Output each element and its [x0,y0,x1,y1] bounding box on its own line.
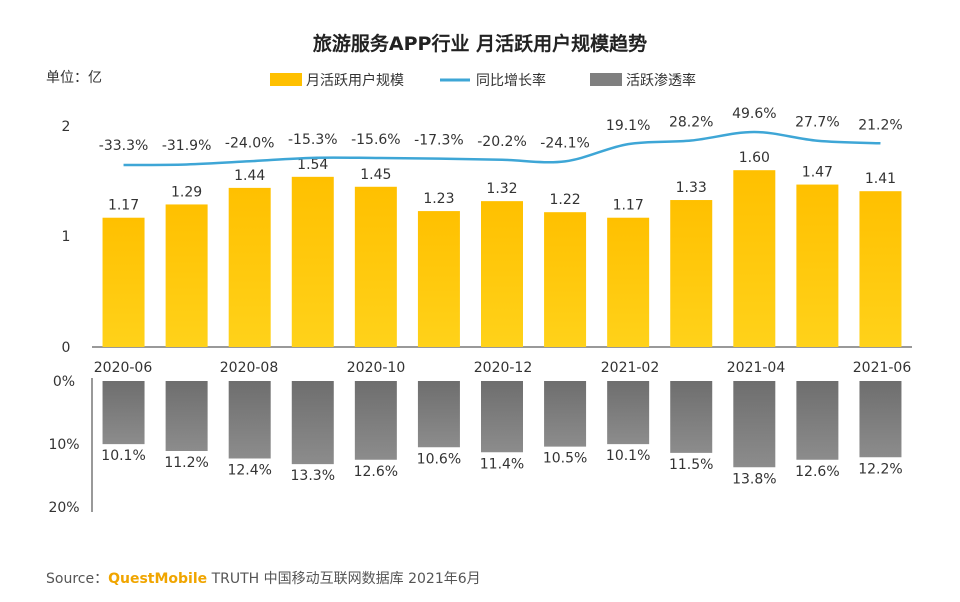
penetration-bar [228,381,271,459]
mau-bar [291,176,334,347]
mau-bar-label: 1.29 [171,184,202,200]
source-rest: TRUTH 中国移动互联网数据库 2021年6月 [207,571,481,587]
mau-bar-label: 1.54 [297,157,328,173]
penetration-bar-label: 12.4% [227,463,271,479]
mau-bar-label: 1.44 [234,168,265,184]
penetration-bar-series: 10.1% 11.2% 12.4% 13.3% 12.6% 10.6% 11.4% 10.5%… [101,381,903,487]
x-tick-label: 2020-10 [347,360,406,376]
mau-bar [481,201,523,347]
growth-point-label: 21.2% [858,117,902,133]
legend-pen-swatch [590,73,622,86]
x-tick-label: 2020-08 [220,360,279,376]
mau-bar-label: 1.41 [865,171,896,187]
mau-bar [544,212,587,347]
x-tick-label: 2021-04 [727,360,786,376]
mau-bar [354,186,397,347]
mau-bar [859,191,902,347]
x-tick-label: 2020-12 [474,360,533,376]
penetration-bar [733,381,776,468]
mau-bar-label: 1.22 [549,192,580,208]
mau-bar-label: 1.17 [108,198,139,214]
growth-point-label: 19.1% [606,118,650,134]
penetration-bar [607,381,650,445]
y-tick-lower-10: 10% [48,437,79,453]
penetration-bar [354,381,397,460]
source-brand: QuestMobile [108,571,207,587]
mau-bar-label: 1.33 [676,180,707,196]
penetration-bar [796,381,839,460]
penetration-bar [544,381,587,447]
mau-bar [796,184,839,347]
mau-bar [228,187,271,347]
growth-point-label: -20.2% [477,134,527,150]
growth-line [123,130,881,167]
legend: 月活跃用户规模 同比增长率 活跃渗透率 [270,72,696,89]
penetration-bar [102,381,145,445]
legend-penetration: 活跃渗透率 [626,72,696,89]
y-tick-upper-0: 0 [62,340,71,356]
penetration-bar [291,381,334,465]
penetration-bar [670,381,713,453]
mau-bar [417,211,460,347]
growth-point-label: -24.0% [225,135,275,151]
growth-point-label: 28.2% [669,115,713,131]
source-prefix: Source： [46,571,108,587]
growth-point-label: -15.3% [288,132,338,148]
penetration-bar-label: 13.8% [732,471,776,487]
mau-bar-label: 1.17 [613,198,644,214]
legend-mau-swatch [270,73,302,86]
mau-bar-label: 1.45 [360,167,391,183]
y-tick-lower-0: 0% [53,374,75,390]
mau-bar [102,217,145,347]
mau-bar-series: 1.17 1.29 1.44 1.54 1.45 1.23 1.32 1.22 1.17 1.33… [102,150,902,347]
x-tick-label: 2021-02 [601,360,660,376]
mau-bar-label: 1.32 [486,181,517,197]
legend-mau: 月活跃用户规模 [306,72,404,89]
mau-bar [733,170,776,347]
penetration-bar-label: 11.4% [480,456,524,472]
growth-point-label: -31.9% [162,138,212,154]
y-tick-upper-1: 1 [62,229,71,245]
penetration-bar-label: 10.6% [417,451,461,467]
growth-point-label: 49.6% [732,106,776,122]
growth-point-label: 27.7% [795,115,839,131]
penetration-bar-label: 12.2% [858,461,902,477]
growth-point-label: -15.6% [351,132,401,148]
penetration-bar-label: 11.2% [164,455,208,471]
chart-title: 旅游服务APP行业 月活跃用户规模趋势 [313,32,647,55]
penetration-bar-label: 11.5% [669,457,713,473]
growth-point-label: -17.3% [414,133,464,149]
mau-bar [607,217,650,347]
growth-point-label: -33.3% [99,138,149,154]
penetration-bar [481,381,523,453]
y-tick-upper-2: 2 [62,119,71,135]
unit-label: 单位：亿 [46,70,102,86]
growth-line-series: -33.3% -31.9% -24.0% -15.3% -15.6% -17.3% -20.… [99,106,903,167]
penetration-bar-label: 13.3% [291,468,335,484]
mau-bar-label: 1.47 [802,165,833,181]
penetration-bar-label: 12.6% [795,464,839,480]
mau-bar [670,200,713,347]
penetration-bar [165,381,208,451]
legend-growth: 同比增长率 [476,72,546,89]
mau-bar [165,204,208,347]
penetration-bar [859,381,902,458]
penetration-bar-label: 10.1% [101,448,145,464]
penetration-bar-label: 10.5% [543,451,587,467]
penetration-bar-label: 12.6% [354,464,398,480]
penetration-bar [417,381,460,448]
penetration-bar-label: 10.1% [606,448,650,464]
x-tick-label: 2021-06 [853,360,912,376]
mau-bar-label: 1.23 [423,191,454,207]
y-tick-lower-20: 20% [48,500,79,516]
source-line: Source：QuestMobile TRUTH 中国移动互联网数据库 2021… [46,571,481,587]
x-tick-label: 2020-06 [94,360,153,376]
mau-bar-label: 1.60 [739,150,770,166]
growth-point-label: -24.1% [540,135,590,151]
